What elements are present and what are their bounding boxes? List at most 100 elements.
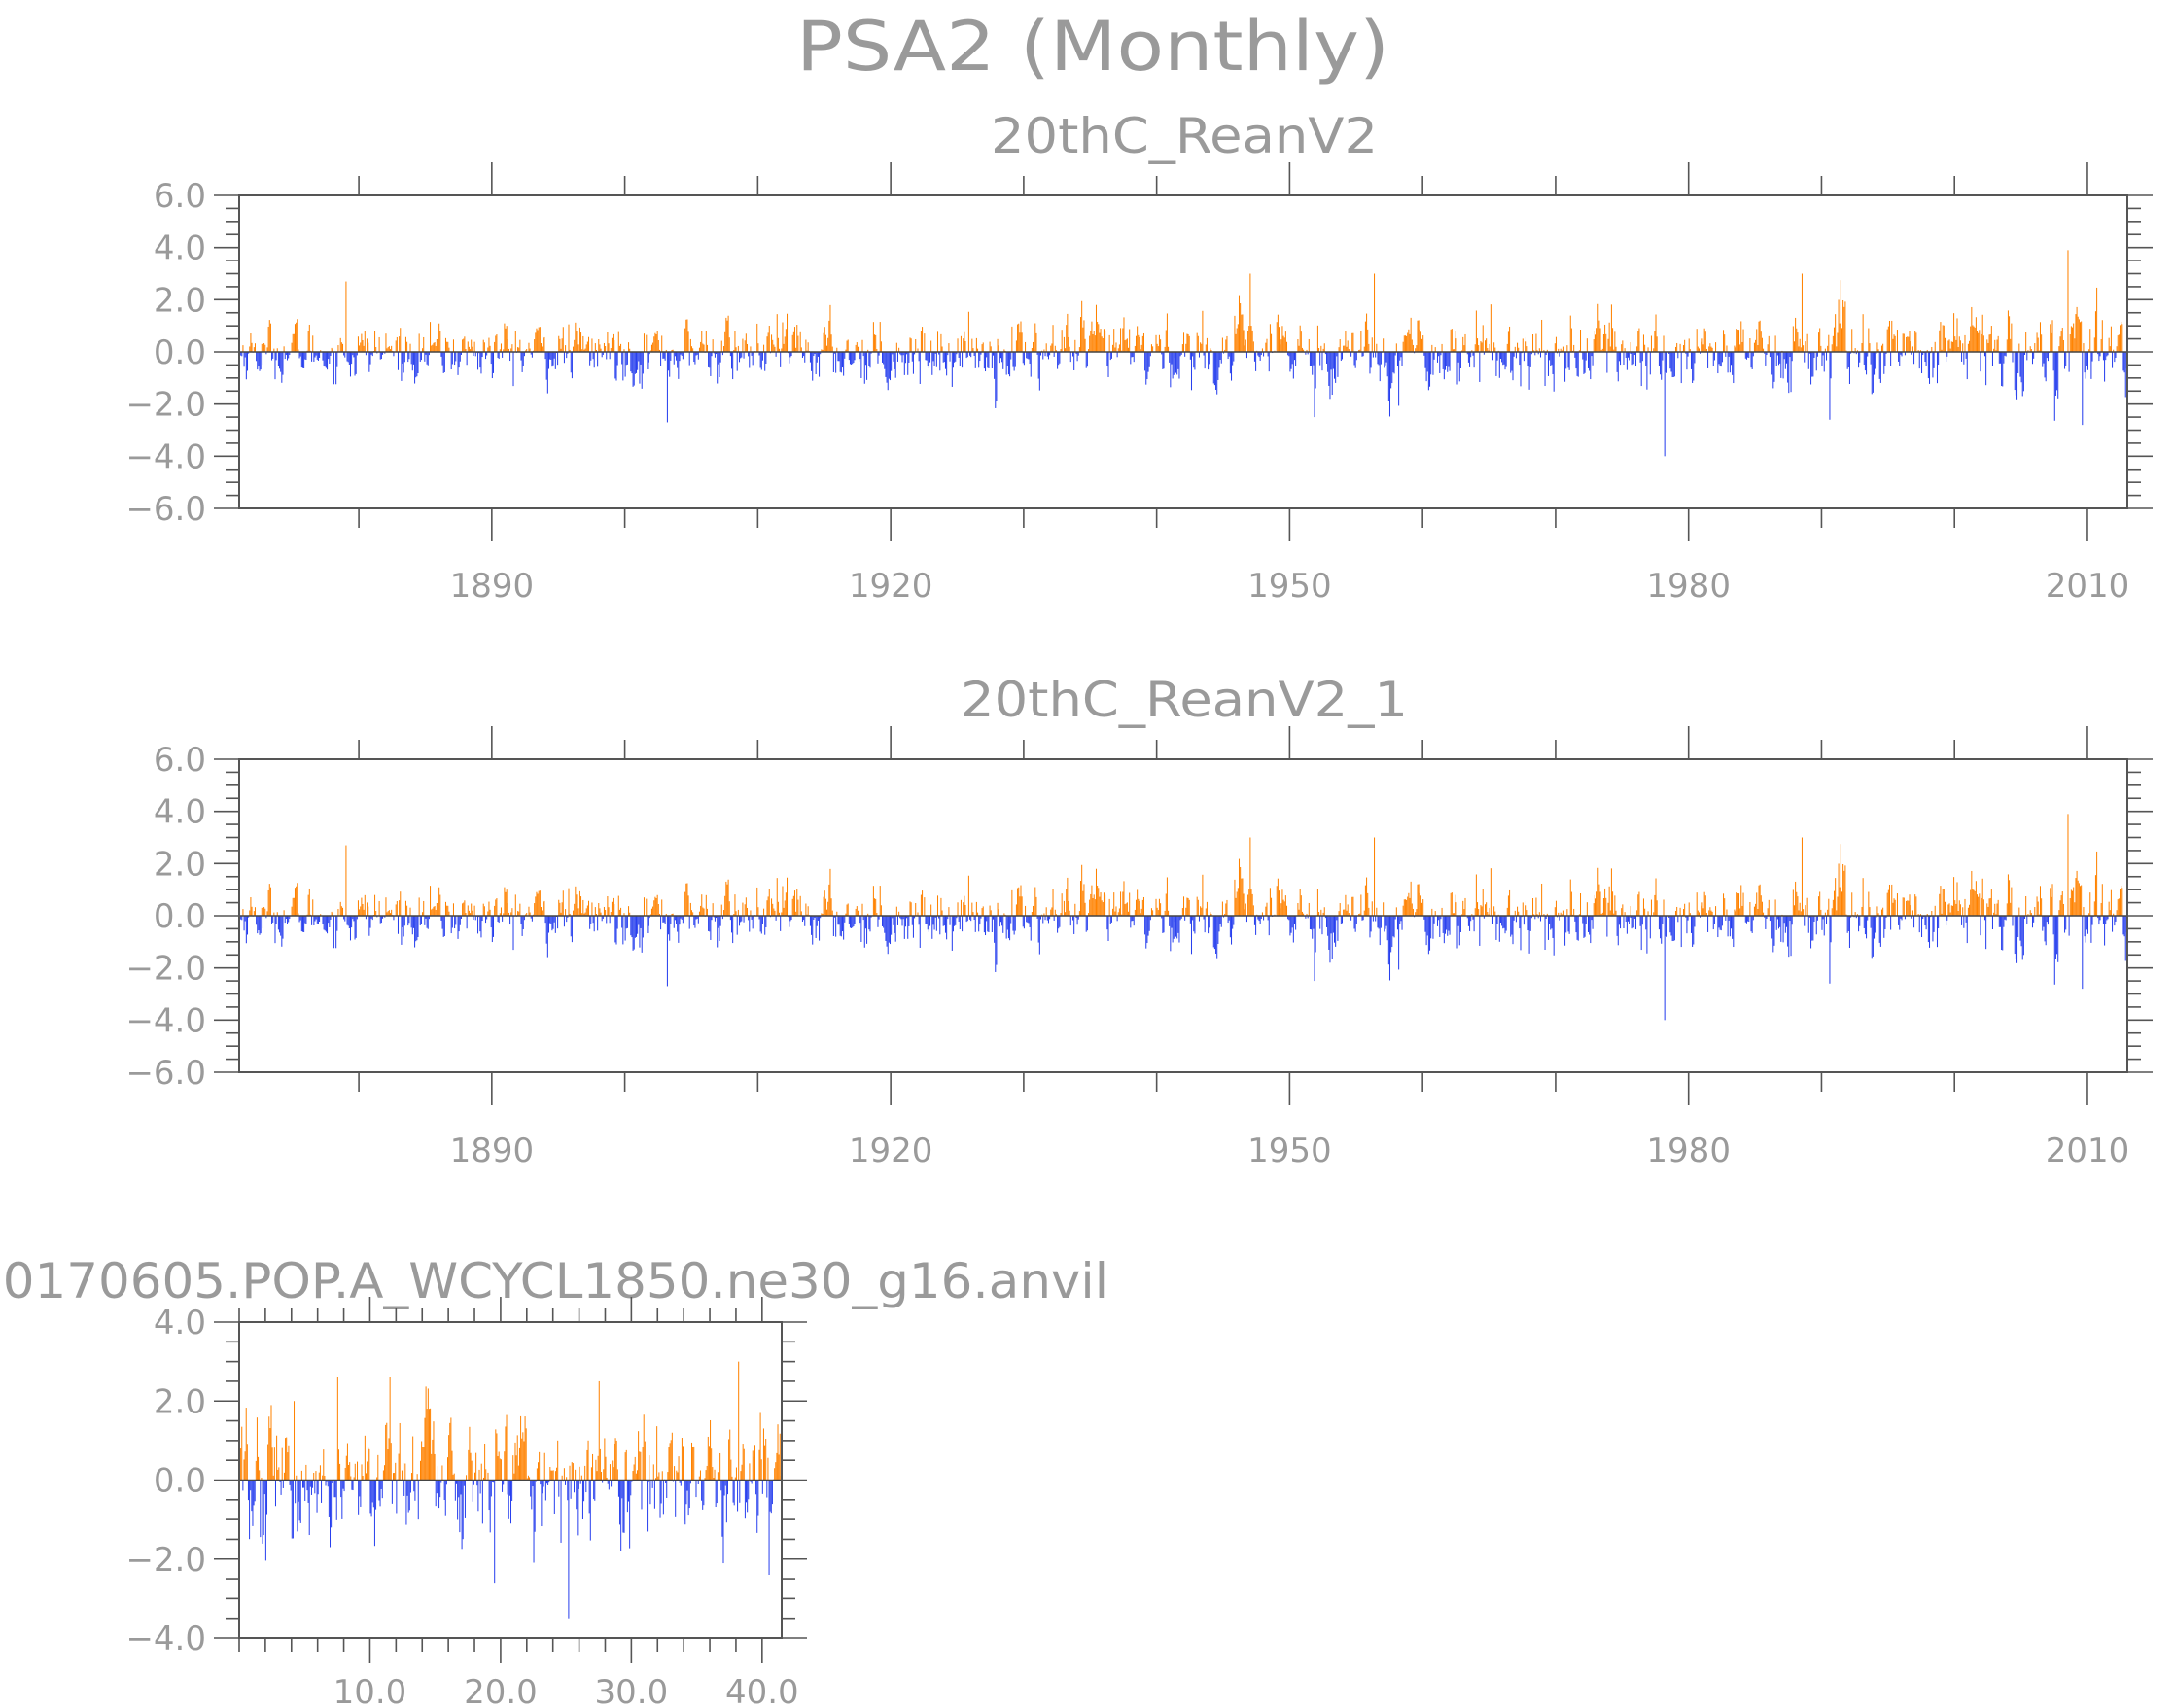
bar — [1621, 344, 1623, 352]
bar — [775, 352, 777, 357]
x-tick-label: 1890 — [450, 567, 535, 606]
bar — [874, 334, 876, 352]
bar — [1577, 352, 1579, 377]
bar — [1090, 893, 1092, 916]
bar — [1010, 352, 1012, 360]
bar — [1831, 908, 1833, 916]
bar — [328, 1480, 330, 1517]
bar — [254, 907, 256, 916]
bar — [1093, 894, 1095, 916]
bar — [1117, 912, 1119, 916]
bar — [1541, 883, 1543, 916]
bar — [573, 1480, 575, 1493]
bar — [1788, 352, 1790, 394]
bar — [675, 1480, 677, 1517]
bar — [1160, 903, 1162, 916]
bar — [1210, 914, 1212, 916]
bar — [1684, 903, 1686, 916]
bar — [671, 350, 673, 352]
bar — [715, 1480, 717, 1508]
bar — [1993, 348, 1995, 352]
bar — [1629, 916, 1630, 924]
bar — [1890, 916, 1892, 930]
bar — [1506, 343, 1508, 352]
bar — [1844, 865, 1846, 916]
bar — [547, 1480, 549, 1485]
bar — [2042, 352, 2044, 367]
y-tick-label: −4.0 — [125, 1620, 206, 1658]
bar — [743, 352, 745, 359]
bar — [2088, 913, 2090, 916]
bar — [1280, 339, 1282, 352]
bar — [1053, 916, 1055, 921]
bar — [326, 1480, 328, 1482]
bar — [1251, 330, 1253, 352]
bar — [1747, 916, 1749, 922]
bar — [918, 916, 920, 925]
bar — [1253, 916, 1255, 925]
bar — [2124, 352, 2126, 398]
bar — [450, 1417, 452, 1481]
bar — [1206, 901, 1208, 916]
bar — [2012, 352, 2014, 363]
bar — [2037, 337, 2039, 352]
bar — [1261, 348, 1263, 352]
x-tick-label: 1920 — [849, 1132, 933, 1170]
bar — [1909, 894, 1911, 916]
bar — [1194, 916, 1196, 934]
bar — [487, 347, 489, 352]
bar — [1758, 321, 1760, 352]
bar — [728, 1439, 730, 1481]
bar — [572, 1463, 574, 1481]
bar — [1307, 352, 1309, 355]
bar — [717, 352, 719, 384]
bar — [308, 888, 310, 916]
bar — [1533, 914, 1535, 916]
bar — [1787, 916, 1789, 947]
bar — [424, 352, 426, 362]
bar — [1629, 352, 1630, 361]
bar — [1243, 893, 1245, 916]
bar — [519, 903, 521, 916]
bar — [323, 1449, 325, 1481]
bar — [1886, 892, 1888, 916]
bar — [1206, 337, 1208, 352]
bar — [602, 916, 604, 919]
bar — [2059, 336, 2061, 352]
bar — [712, 903, 714, 916]
bar — [240, 916, 242, 920]
bar — [760, 352, 762, 370]
bar — [1532, 334, 1534, 352]
bar — [1749, 902, 1751, 916]
bar — [1140, 913, 1141, 916]
bar — [1454, 913, 1455, 916]
bar — [764, 916, 766, 935]
bar — [745, 897, 747, 916]
bar — [2044, 352, 2046, 378]
bar — [1837, 896, 1839, 916]
bar — [325, 1480, 327, 1486]
bar — [2102, 916, 2104, 924]
bar — [1290, 352, 1292, 369]
bar — [2068, 916, 2070, 936]
bar — [815, 916, 817, 938]
bar — [1177, 352, 1179, 369]
bar — [348, 1464, 350, 1481]
bar — [534, 339, 536, 352]
bar — [1990, 326, 1992, 352]
bar — [1703, 328, 1705, 352]
bar — [1692, 916, 1694, 947]
bar — [263, 343, 265, 352]
bar — [483, 342, 485, 352]
bar — [1979, 893, 1981, 916]
bar — [771, 898, 773, 916]
bar — [280, 1480, 282, 1495]
bar — [1655, 314, 1657, 352]
bar — [775, 916, 777, 921]
bar — [670, 352, 672, 361]
bar — [1321, 916, 1323, 935]
bar — [568, 1480, 570, 1619]
bar — [793, 890, 796, 916]
bar — [586, 341, 588, 352]
bar — [1742, 329, 1744, 352]
